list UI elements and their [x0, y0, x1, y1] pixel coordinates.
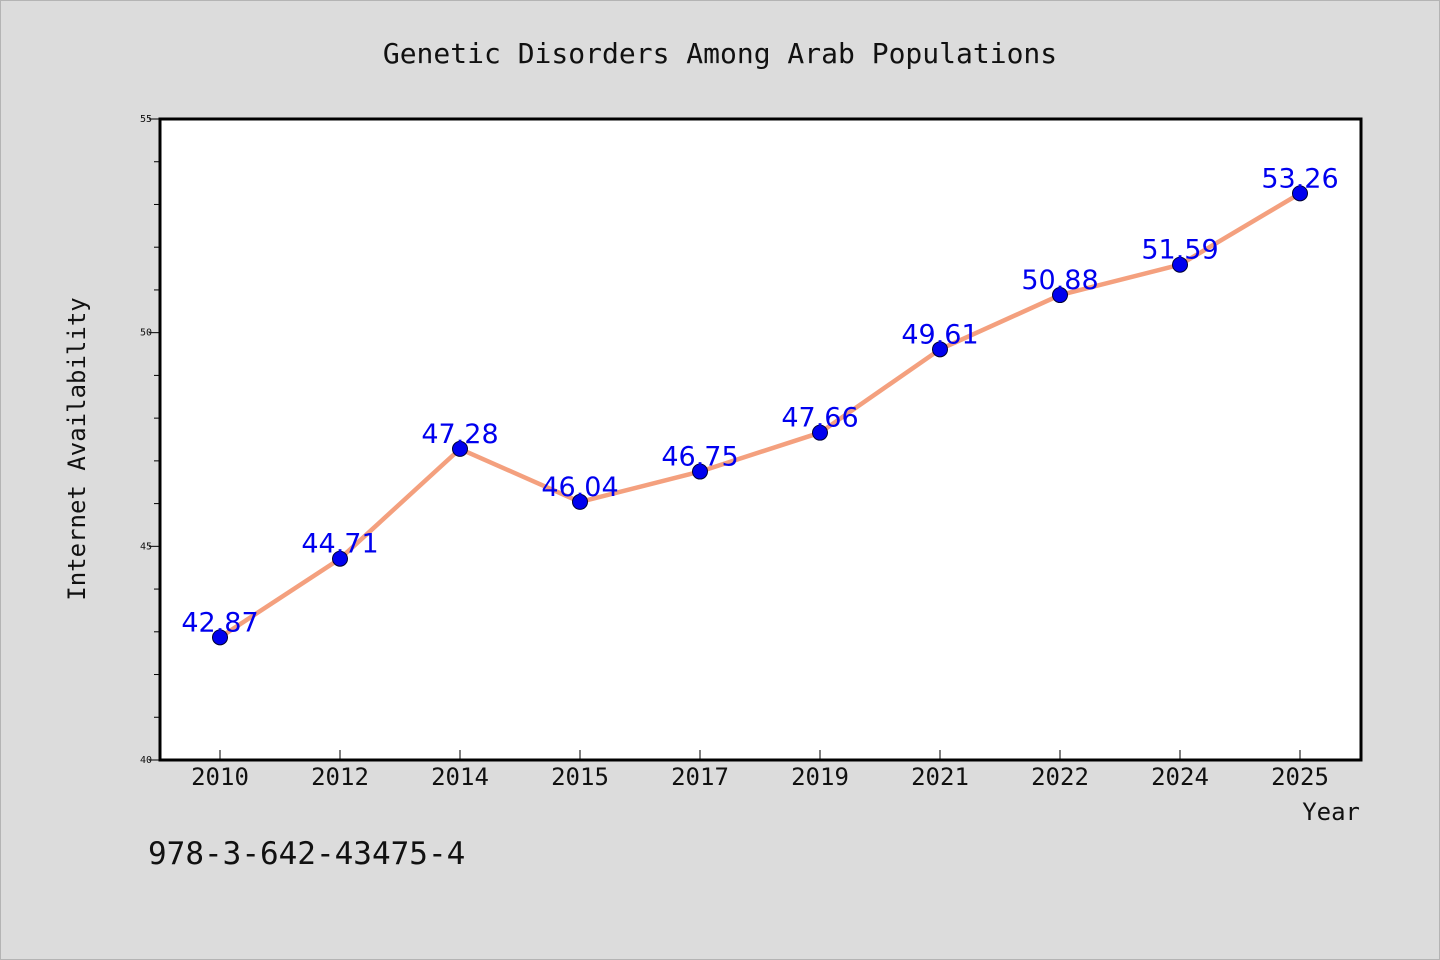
- x-axis-label: Year: [1302, 798, 1360, 826]
- chart-title: Genetic Disorders Among Arab Populations: [383, 37, 1057, 70]
- data-label: 42.87: [181, 607, 258, 638]
- x-tick-label: 2010: [191, 763, 249, 791]
- x-tick-label: 2022: [1031, 763, 1089, 791]
- x-tick-label: 2012: [311, 763, 369, 791]
- data-label: 44.71: [301, 529, 378, 560]
- y-tick-label: 45: [140, 541, 152, 552]
- data-point: [692, 463, 708, 480]
- data-label: 51.59: [1141, 235, 1218, 266]
- y-axis-label: Internet Availability: [63, 297, 91, 600]
- data-point: [212, 629, 228, 646]
- data-label: 46.75: [661, 442, 738, 473]
- x-axis-ticks: [219, 750, 1301, 760]
- data-markers: [212, 185, 1308, 646]
- data-point: [812, 424, 828, 441]
- data-labels: 42.87 44.71 47.28 46.04 46.75 47.66 49.61 50.88…: [181, 163, 1338, 638]
- data-point: [332, 550, 348, 567]
- data-point: [932, 341, 948, 358]
- series-line: [217, 191, 1303, 640]
- y-tick-label: 50: [140, 328, 152, 339]
- data-point: [1292, 185, 1308, 202]
- y-axis-tick-labels: 40 45 50 55: [140, 114, 152, 766]
- data-label: 47.66: [781, 403, 858, 434]
- y-tick-label: 55: [140, 114, 152, 125]
- plot-area: [158, 117, 1363, 762]
- isbn-label: 978-3-642-43475-4: [148, 836, 465, 872]
- data-label: 53.26: [1261, 163, 1338, 194]
- y-tick-label: 40: [140, 755, 152, 766]
- data-label: 47.28: [421, 419, 498, 450]
- x-axis-tick-labels: 2010 2012 2014 2015 2017 2019 2021 2022 2024 2025: [191, 763, 1329, 791]
- data-point: [452, 440, 468, 457]
- data-point: [1172, 256, 1188, 273]
- x-tick-label: 2017: [671, 763, 729, 791]
- x-tick-label: 2015: [551, 763, 609, 791]
- x-tick-label: 2025: [1271, 763, 1329, 791]
- y-axis-ticks: [149, 118, 160, 761]
- data-label: 46.04: [541, 472, 618, 503]
- data-label: 50.88: [1021, 265, 1098, 296]
- data-point: [572, 493, 588, 510]
- x-tick-label: 2014: [431, 763, 489, 791]
- x-tick-label: 2024: [1151, 763, 1209, 791]
- x-tick-label: 2019: [791, 763, 849, 791]
- data-point: [1052, 287, 1068, 304]
- x-tick-label: 2021: [911, 763, 969, 791]
- data-label: 49.61: [901, 319, 978, 350]
